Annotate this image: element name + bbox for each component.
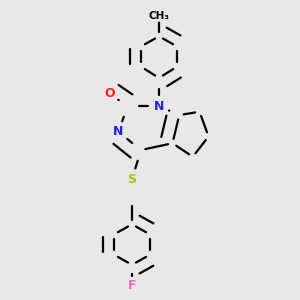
Text: S: S (128, 173, 136, 186)
Text: F: F (128, 279, 136, 292)
Text: N: N (113, 125, 124, 139)
Text: O: O (104, 87, 115, 100)
Text: N: N (154, 100, 164, 112)
Text: CH₃: CH₃ (148, 11, 170, 21)
